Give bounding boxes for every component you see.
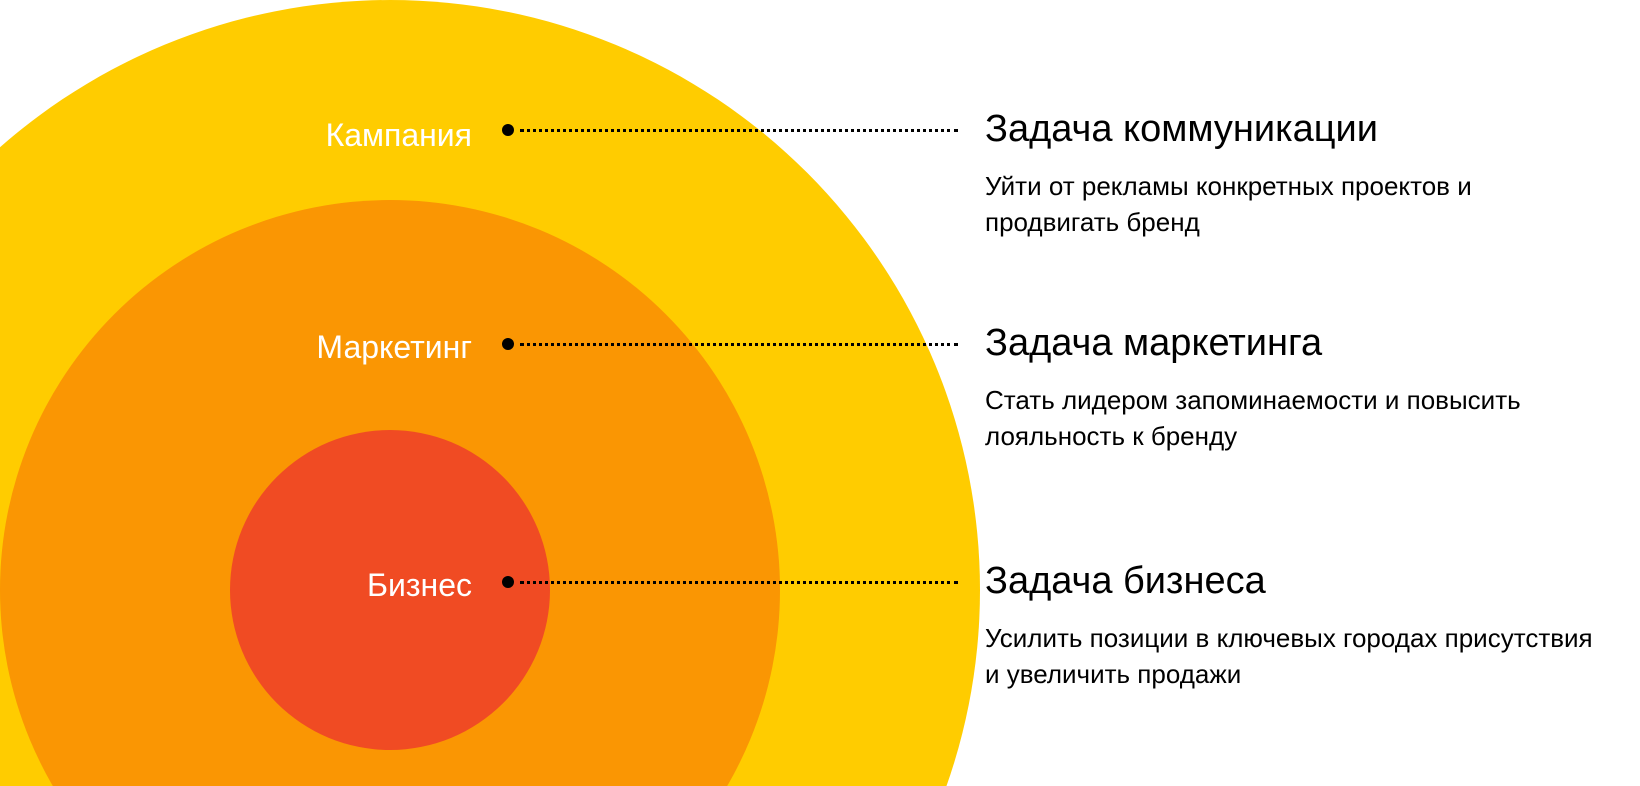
connector-line-1 — [520, 343, 958, 346]
connector-dot-1 — [502, 338, 514, 350]
desc-body-0: Уйти от рекламы конкретных проектов и пр… — [985, 168, 1505, 240]
connector-line-2 — [520, 581, 958, 584]
ring-label-inner: Бизнес — [367, 567, 472, 604]
desc-title-0: Задача коммуникации — [985, 108, 1378, 151]
connector-line-0 — [520, 129, 958, 132]
connector-dot-0 — [502, 124, 514, 136]
desc-title-2: Задача бизнеса — [985, 560, 1266, 603]
desc-body-1: Стать лидером запоминаемости и повысить … — [985, 382, 1545, 454]
diagram-stage: Кампания Маркетинг Бизнес Задача коммуни… — [0, 0, 1640, 786]
desc-title-1: Задача маркетинга — [985, 322, 1322, 365]
connector-dot-2 — [502, 576, 514, 588]
ring-label-outer: Кампания — [326, 117, 472, 154]
ring-label-middle: Маркетинг — [316, 329, 472, 366]
desc-body-2: Усилить позиции в ключевых городах прису… — [985, 620, 1605, 692]
